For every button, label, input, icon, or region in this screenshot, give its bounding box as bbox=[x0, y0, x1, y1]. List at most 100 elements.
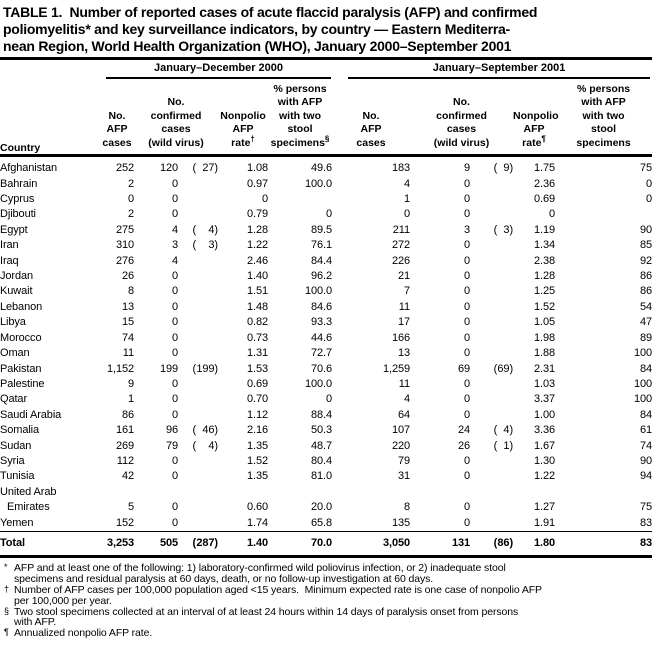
country-cell: Syria bbox=[0, 454, 25, 467]
cell-wild-virus-2001 bbox=[470, 485, 513, 516]
cell-nonpolio-afp-rate-2000: 1.12 bbox=[246, 408, 268, 421]
table-row: Egypt 275 4(4) 1.28 89.5 211 3(3) 1.19 90 bbox=[0, 223, 652, 238]
cell-confirmed-cases-2001: 3 bbox=[463, 223, 471, 236]
cell-nonpolio-afp-rate-2000: 1.08 bbox=[246, 162, 268, 175]
total-row: Total 3,253 505 (287) 1.40 70.0 3,050 131 (86) 1.… bbox=[0, 530, 652, 559]
cell-pct-two-stool-2000: 0 bbox=[325, 393, 333, 406]
cell-wild-virus-2000 bbox=[178, 207, 218, 222]
cell-wild-virus-2000 bbox=[178, 377, 218, 392]
header-pct-two-stool-2001: % persons with AFP with two stool specim… bbox=[555, 78, 652, 158]
cell-nonpolio-afp-rate-2001: 1.03 bbox=[534, 377, 556, 390]
cell-afp-cases-2000: 276 bbox=[115, 254, 134, 267]
cell-nonpolio-afp-rate-2000: 0.73 bbox=[246, 331, 268, 344]
cell-wild-virus-2000 bbox=[178, 485, 218, 516]
cell-nonpolio-afp-rate-2001: 1.34 bbox=[534, 239, 556, 252]
cell-confirmed-cases-2000: 0 bbox=[171, 208, 178, 221]
cell-confirmed-cases-2001: 0 bbox=[463, 408, 471, 421]
table-row: Yemen 152 0 1.74 65.8 135 0 1.91 83 bbox=[0, 516, 652, 532]
cell-pct-two-stool-2001: 74 bbox=[640, 439, 652, 452]
cell-afp-cases-2000: 74 bbox=[121, 331, 134, 344]
cell-confirmed-cases-2000: 199 bbox=[159, 362, 178, 375]
cell-afp-cases-2000: 15 bbox=[121, 316, 134, 329]
country-cell: Sudan bbox=[0, 439, 32, 452]
cell-wild-virus-2000 bbox=[178, 300, 218, 315]
cell-afp-cases-2001: 1,259 bbox=[382, 362, 411, 375]
country-cell: Cyprus bbox=[0, 193, 35, 206]
cell-wild-virus-2001: (3) bbox=[470, 223, 513, 238]
cell-wild-virus-2000: (199) bbox=[178, 362, 219, 377]
cell-confirmed-cases-2000: 4 bbox=[171, 223, 178, 236]
cell-confirmed-cases-2000: 0 bbox=[171, 377, 178, 390]
cell-pct-two-stool-2000: 0 bbox=[325, 208, 333, 221]
cell-afp-cases-2000: 26 bbox=[121, 270, 134, 283]
cell-pct-two-stool-2001: 89 bbox=[640, 331, 652, 344]
cell-nonpolio-afp-rate-2000: 1.22 bbox=[246, 239, 268, 252]
cell-confirmed-cases-2000: 505 bbox=[134, 530, 178, 559]
cell-confirmed-cases-2001: 0 bbox=[463, 254, 471, 267]
cell-nonpolio-afp-rate-2000: 1.48 bbox=[246, 300, 268, 313]
cell-pct-two-stool-2001: 100 bbox=[634, 393, 652, 406]
cell-confirmed-cases-2001: 9 bbox=[463, 162, 471, 175]
cell-afp-cases-2000: 0 bbox=[127, 193, 134, 206]
header-afp-cases-2000: No. AFP cases bbox=[100, 78, 134, 158]
cell-confirmed-cases-2000: 0 bbox=[171, 177, 178, 190]
cell-wild-virus-2000 bbox=[178, 454, 218, 469]
cell-afp-cases-2001: 8 bbox=[403, 501, 411, 514]
cell-nonpolio-afp-rate-2000: 1.35 bbox=[246, 439, 268, 452]
cell-pct-two-stool-2000: 50.3 bbox=[311, 424, 333, 437]
country-cell: United Arab Emirates bbox=[0, 485, 57, 514]
cell-afp-cases-2001: 107 bbox=[391, 424, 411, 437]
wild-virus-count: 4 bbox=[208, 439, 215, 452]
cell-nonpolio-afp-rate-2001: 1.67 bbox=[534, 439, 556, 452]
country-cell: Egypt bbox=[0, 223, 28, 236]
footnote-text: Number of AFP cases per 100,000 populati… bbox=[14, 583, 542, 607]
cell-pct-two-stool-2001: 75 bbox=[640, 162, 652, 175]
cell-wild-virus-2001 bbox=[470, 377, 513, 392]
cell-confirmed-cases-2001: 0 bbox=[463, 516, 471, 529]
cell-confirmed-cases-2001: 24 bbox=[457, 424, 471, 437]
cell-afp-cases-2001: 1 bbox=[403, 193, 411, 206]
cell-wild-virus-2001 bbox=[470, 315, 513, 330]
cell-pct-two-stool-2000: 84.6 bbox=[311, 300, 333, 313]
cell-confirmed-cases-2000: 4 bbox=[171, 254, 178, 267]
cell-afp-cases-2001: 79 bbox=[397, 454, 411, 467]
wild-virus-count: 199 bbox=[196, 362, 215, 375]
cell-wild-virus-2001 bbox=[470, 269, 513, 284]
table-row: Syria 112 0 1.52 80.4 79 0 1.30 90 bbox=[0, 454, 652, 469]
table-row: Cyprus 0 0 0 1 0 0.69 0 bbox=[0, 192, 652, 207]
cell-wild-virus-2000: (4) bbox=[178, 223, 219, 238]
cell-pct-two-stool-2001: 54 bbox=[640, 300, 652, 313]
table-row: Morocco 74 0 0.73 44.6 166 0 1.98 89 bbox=[0, 331, 652, 346]
group-header-2000: January–December 2000 bbox=[100, 60, 332, 79]
country-cell: Jordan bbox=[0, 270, 34, 283]
cell-wild-virus-2000 bbox=[178, 392, 218, 407]
footnotes: * AFP and at least one of the following:… bbox=[0, 562, 652, 639]
cell-wild-virus-2000 bbox=[178, 315, 218, 330]
cell-nonpolio-afp-rate-2001: 2.31 bbox=[534, 362, 556, 375]
cell-pct-two-stool-2000: 84.4 bbox=[311, 254, 333, 267]
cell-afp-cases-2000: 8 bbox=[127, 285, 134, 298]
cell-nonpolio-afp-rate-2001: 1.30 bbox=[534, 454, 556, 467]
cell-wild-virus-2001: (1) bbox=[470, 439, 513, 454]
cell-nonpolio-afp-rate-2000: 2.16 bbox=[246, 424, 268, 437]
cell-nonpolio-afp-rate-2001: 1.25 bbox=[534, 285, 556, 298]
cell-nonpolio-afp-rate-2000: 0.82 bbox=[246, 316, 268, 329]
cell-pct-two-stool-2000: 65.8 bbox=[311, 516, 333, 529]
footnote-asterisk: * AFP and at least one of the following:… bbox=[3, 562, 652, 585]
cell-pct-two-stool-2001: 86 bbox=[640, 270, 652, 283]
country-cell: Afghanistan bbox=[0, 162, 57, 175]
cell-wild-virus-2000: (4) bbox=[178, 439, 219, 454]
cell-wild-virus-2000 bbox=[178, 192, 218, 207]
cell-wild-virus-2000: (3) bbox=[178, 238, 219, 253]
country-cell: Kuwait bbox=[0, 285, 33, 298]
footnote-text: Two stool specimens collected at an inte… bbox=[14, 605, 519, 629]
cell-confirmed-cases-2000: 0 bbox=[171, 331, 178, 344]
country-cell: Palestine bbox=[0, 377, 45, 390]
cell-wild-virus-2001 bbox=[470, 331, 513, 346]
footnote-dagger: † Number of AFP cases per 100,000 popula… bbox=[3, 583, 652, 607]
cell-pct-two-stool-2001: 100 bbox=[634, 347, 652, 360]
cell-confirmed-cases-2000: 3 bbox=[171, 239, 178, 252]
cell-nonpolio-afp-rate-2001: 3.37 bbox=[534, 393, 556, 406]
footnote-marker: * bbox=[4, 562, 8, 573]
